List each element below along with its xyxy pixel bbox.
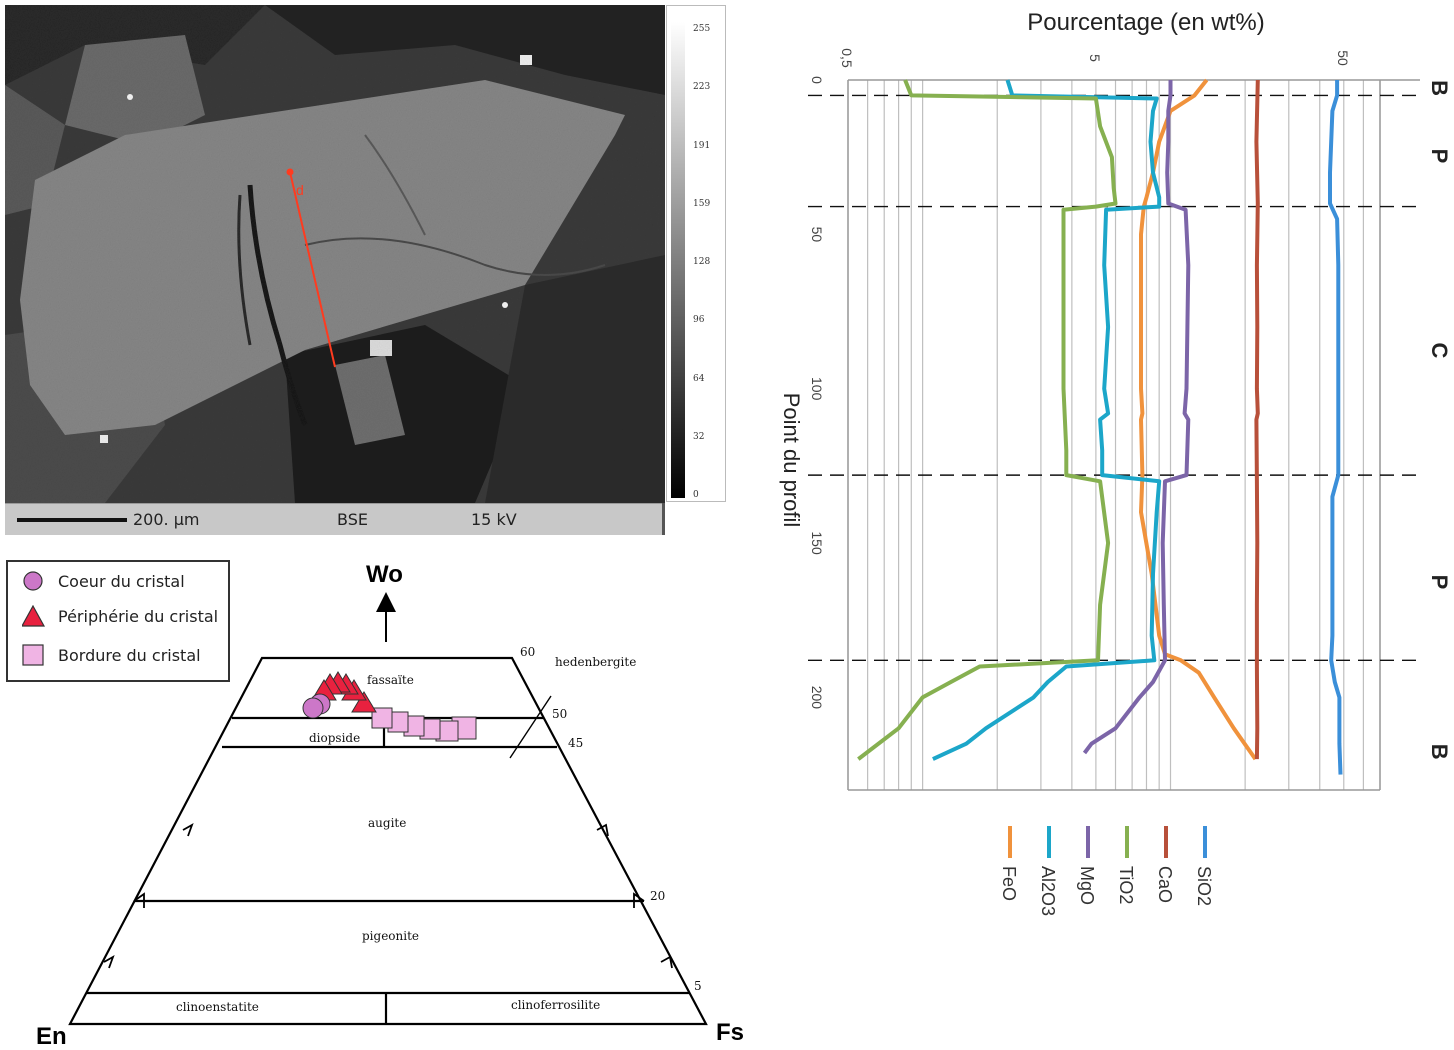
grayscale-tick-label: 64 [693,373,705,384]
profile-label: d [296,182,304,198]
wo-arrow-icon [376,592,396,642]
field-pigeonite: pigeonite [362,929,419,943]
zone-label: B [1427,80,1452,96]
legend-box: Coeur du cristal Périphérie du cristal B… [6,560,230,682]
field-diopside: diopside [309,731,360,745]
legend-label: Bordure du cristal [58,646,201,665]
grayscale-tick-label: 32 [693,431,705,442]
tick-label-20: 20 [650,889,665,903]
series-line-mgo [1082,80,1191,755]
grayscale-tick-label: 255 [693,24,711,34]
zone-label: P [1427,149,1452,164]
series-line-feo [1139,78,1258,761]
bordure-marker [371,707,393,729]
grayscale-bar: 255 223 191 159 128 96 64 32 0 [666,5,726,502]
grayscale-tick-label: 223 [693,82,711,93]
zone-label: P [1427,575,1452,590]
x-tick-label: 200 [809,686,825,710]
micrograph-svg: d [5,5,665,503]
series-line-tio2 [857,79,1118,761]
legend-label: CaO [1155,866,1175,903]
coeur-marker [302,697,324,719]
apex-en: En [36,1023,67,1050]
triangle-marker-icon [22,605,46,627]
field-clinoferrosilite: clinoferrosilite [511,998,600,1012]
x-tick-label: 0 [809,76,825,84]
y-tick-label: 50 [1335,50,1351,66]
grayscale-tick-label: 0 [693,490,699,500]
grayscale-tick-label: 128 [693,257,711,267]
legend-label: Al2O3 [1038,866,1058,916]
tick-left-2 [103,955,115,969]
pyroxene-quadrilateral: Wo En Fs 60 50 45 20 5 fassaïte hedenber… [36,561,744,1050]
legend-label: TiO2 [1116,866,1136,904]
circle-marker-icon [23,571,43,591]
arrowhead-left-20 [133,892,145,908]
x-tick-label: 100 [809,377,825,401]
field-hedenbergite: hedenbergite [555,655,636,669]
profile-line [289,171,336,368]
bse-micrograph: d [5,5,665,535]
zone-label: B [1427,744,1452,760]
chart-title: Pourcentage (en wt%) [1027,9,1264,36]
scale-label: 200. µm [133,510,200,529]
grayscale-tick-label: 159 [693,198,711,209]
x-axis-label: Point du profil [779,393,804,528]
oxide-profile-chart: Pourcentage (en wt%) B P C P B 0,5 5 50 0 50 100 1… [779,9,1452,916]
tick-label-60: 60 [520,645,535,659]
arrowhead-right-20 [633,892,645,908]
legend-label: FeO [999,866,1019,901]
field-augite: augite [368,816,406,830]
square-marker-icon [22,644,44,666]
tick-left-1 [182,823,194,837]
legend-label: MgO [1077,866,1097,905]
profile-start-dot [286,168,294,176]
scale-bar [17,518,127,522]
tick-right-2 [660,955,673,969]
hedenbergite-leader [509,695,552,759]
legend-label: Périphérie du cristal [58,607,219,626]
apex-fs: Fs [716,1019,744,1046]
y-tick-label: 0,5 [839,48,855,68]
tick-label-45: 45 [568,736,583,750]
grayscale-tick-label: 191 [693,140,711,151]
grayscale-tick-label: 96 [693,315,705,326]
legend-label: SiO2 [1194,866,1214,906]
series-line-cao [1254,79,1260,760]
zone-label: C [1427,342,1452,358]
tick-right-1 [596,823,609,837]
x-tick-label: 150 [809,531,825,555]
sem-info-bar: 200. µm BSE 15 kV [5,503,662,535]
series-line-al2o3 [932,79,1162,761]
field-clinoenstatite: clinoenstatite [176,1000,259,1014]
analysis-markers [302,671,477,742]
series-line-sio2 [1328,80,1343,775]
grayscale-gradient [671,22,685,498]
field-fassaite: fassaïte [367,673,414,687]
apex-wo: Wo [366,561,403,588]
legend-label: Coeur du cristal [58,572,185,591]
voltage-label: 15 kV [471,510,517,529]
x-tick-label: 50 [809,227,825,243]
y-tick-label: 5 [1087,54,1103,62]
tick-label-50: 50 [552,707,567,721]
mode-label: BSE [337,510,368,529]
peripherie-marker [351,691,377,713]
tick-label-5: 5 [694,979,702,993]
